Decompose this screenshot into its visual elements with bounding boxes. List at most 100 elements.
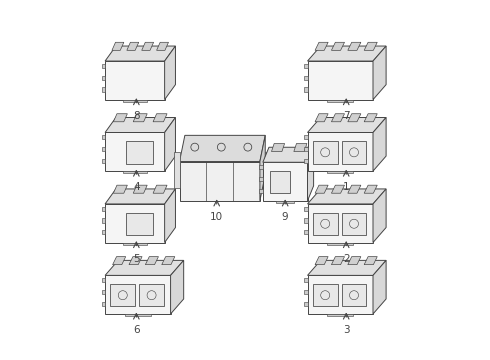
Polygon shape [165, 46, 175, 100]
Text: 10: 10 [210, 212, 223, 222]
Polygon shape [331, 257, 344, 265]
Polygon shape [259, 177, 263, 181]
Polygon shape [101, 64, 105, 68]
Polygon shape [263, 162, 308, 201]
Polygon shape [101, 147, 105, 151]
Polygon shape [179, 162, 260, 201]
Polygon shape [348, 42, 361, 50]
Polygon shape [133, 114, 147, 122]
Polygon shape [304, 76, 308, 80]
Polygon shape [105, 117, 175, 132]
Polygon shape [126, 141, 153, 163]
Polygon shape [315, 114, 328, 122]
Polygon shape [364, 185, 377, 193]
Polygon shape [327, 171, 353, 174]
Polygon shape [304, 290, 308, 294]
Text: 9: 9 [282, 212, 289, 222]
Polygon shape [101, 302, 105, 306]
Polygon shape [105, 204, 165, 243]
Polygon shape [123, 171, 147, 174]
Polygon shape [308, 132, 373, 171]
Polygon shape [327, 314, 353, 316]
Polygon shape [127, 42, 139, 50]
Polygon shape [304, 278, 308, 282]
Polygon shape [171, 260, 184, 314]
Polygon shape [348, 185, 361, 193]
Polygon shape [165, 189, 175, 243]
Polygon shape [373, 117, 386, 171]
Text: 4: 4 [133, 183, 140, 192]
Polygon shape [123, 243, 147, 245]
Polygon shape [373, 260, 386, 314]
Polygon shape [153, 185, 167, 193]
Polygon shape [105, 132, 165, 171]
Polygon shape [327, 100, 353, 102]
Polygon shape [270, 171, 290, 193]
Text: 2: 2 [343, 254, 349, 264]
Polygon shape [373, 189, 386, 243]
Polygon shape [113, 114, 127, 122]
Polygon shape [304, 159, 308, 163]
Text: 3: 3 [343, 325, 349, 335]
Polygon shape [308, 260, 386, 275]
Polygon shape [101, 135, 105, 139]
Text: 7: 7 [343, 111, 349, 121]
Polygon shape [123, 100, 147, 102]
Polygon shape [259, 165, 263, 169]
Polygon shape [101, 230, 105, 234]
Polygon shape [313, 284, 338, 306]
Polygon shape [112, 42, 124, 50]
Polygon shape [313, 212, 338, 235]
Polygon shape [315, 42, 328, 50]
Polygon shape [308, 147, 314, 201]
Text: 5: 5 [133, 254, 140, 264]
Polygon shape [263, 147, 314, 162]
Polygon shape [308, 61, 373, 100]
Polygon shape [364, 42, 377, 50]
Polygon shape [304, 147, 308, 151]
Polygon shape [304, 64, 308, 68]
Polygon shape [165, 117, 175, 171]
Polygon shape [304, 219, 308, 223]
Polygon shape [129, 257, 142, 265]
Polygon shape [105, 260, 184, 275]
Polygon shape [348, 114, 361, 122]
Polygon shape [364, 114, 377, 122]
Polygon shape [101, 278, 105, 282]
Polygon shape [101, 87, 105, 91]
Polygon shape [125, 314, 151, 316]
Polygon shape [101, 76, 105, 80]
Polygon shape [304, 230, 308, 234]
Polygon shape [157, 42, 169, 50]
Polygon shape [179, 135, 265, 162]
Polygon shape [304, 302, 308, 306]
Polygon shape [105, 189, 175, 204]
Polygon shape [105, 61, 165, 100]
Polygon shape [308, 117, 386, 132]
Polygon shape [342, 141, 367, 163]
Polygon shape [315, 257, 328, 265]
Polygon shape [113, 257, 126, 265]
Polygon shape [105, 46, 175, 61]
Polygon shape [304, 207, 308, 211]
Polygon shape [259, 189, 263, 193]
Polygon shape [142, 42, 153, 50]
Polygon shape [101, 159, 105, 163]
Polygon shape [315, 185, 328, 193]
Polygon shape [331, 185, 344, 193]
Polygon shape [327, 243, 353, 245]
Polygon shape [101, 290, 105, 294]
Polygon shape [308, 275, 373, 314]
Polygon shape [105, 275, 171, 314]
Polygon shape [110, 284, 135, 306]
Text: 1: 1 [343, 183, 349, 192]
Polygon shape [342, 212, 367, 235]
Polygon shape [271, 144, 285, 152]
Polygon shape [101, 219, 105, 223]
Polygon shape [348, 257, 361, 265]
Polygon shape [153, 114, 167, 122]
Polygon shape [139, 284, 164, 306]
Polygon shape [342, 284, 367, 306]
Text: 8: 8 [133, 111, 140, 121]
Polygon shape [373, 46, 386, 100]
